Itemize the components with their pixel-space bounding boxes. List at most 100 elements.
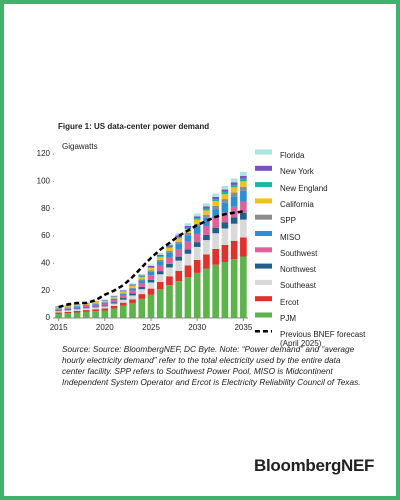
bar-segment: [193, 259, 201, 273]
bar-segment: [166, 285, 173, 318]
bar-segment: [138, 279, 146, 281]
bar-segment: [83, 305, 90, 306]
bar-segment: [166, 276, 173, 286]
bar-segment: [101, 299, 109, 300]
bar-segment: [92, 300, 99, 302]
legend-label: SPP: [280, 216, 297, 226]
bar-segment: [184, 265, 192, 277]
bar-segment: [221, 191, 229, 195]
bar-segment: [221, 261, 229, 318]
bar-segment: [110, 298, 118, 299]
bar-segment: [212, 209, 219, 219]
bar-segment: [203, 234, 210, 241]
bar-segment: [175, 260, 183, 271]
bar-segment: [193, 218, 201, 220]
bar-segment: [83, 310, 90, 312]
bar-segment: [193, 272, 201, 318]
bar-segment: [101, 300, 109, 303]
bar-segment: [101, 305, 109, 307]
y-axis-label: Gigawatts: [62, 142, 98, 151]
bar-segment: [240, 171, 247, 176]
legend-swatch: [255, 231, 272, 236]
legend-label: Florida: [280, 151, 305, 160]
bar-segment: [138, 286, 146, 290]
bar-segment: [92, 307, 99, 310]
bar-segment: [166, 257, 173, 264]
bar-segment: [110, 303, 118, 306]
bar-segment: [73, 306, 81, 309]
bar-segment: [193, 242, 201, 247]
bar-segment: [166, 267, 173, 277]
bar-segment: [92, 306, 99, 308]
bar-segment: [230, 196, 238, 207]
bar-segment: [212, 199, 219, 202]
bar-segment: [175, 233, 183, 236]
bar-segment: [240, 256, 247, 318]
bar-segment: [166, 246, 173, 248]
bar-segment: [156, 271, 164, 275]
bar-segment: [240, 219, 247, 238]
bar-segment: [175, 270, 183, 282]
bar-segment: [230, 240, 238, 260]
bar-segment: [101, 310, 109, 318]
bar-segment: [240, 237, 247, 257]
x-tick-label: 2035: [234, 323, 252, 332]
bar-segment: [184, 241, 192, 250]
bar-segment: [212, 193, 219, 197]
bar-segment: [55, 307, 62, 309]
y-tick-label: 100: [37, 176, 51, 185]
bar-segment: [119, 305, 127, 318]
bar-segment: [166, 250, 173, 253]
bar-segment: [193, 233, 201, 243]
legend-swatch: [255, 165, 272, 171]
bar-segment: [203, 206, 210, 209]
bar-segment: [138, 294, 146, 299]
bar-segment: [110, 300, 118, 303]
bar-segment: [73, 304, 81, 306]
bar-segment: [166, 247, 173, 251]
bar-segment: [203, 214, 210, 218]
bar-segment: [138, 283, 146, 287]
bar-segment: [138, 289, 146, 295]
legend-label: Previous BNEF forecast (April 2025): [280, 330, 366, 349]
bar-segment: [110, 298, 118, 301]
bar-segment: [156, 289, 164, 318]
legend-swatch: [255, 296, 272, 302]
bar-segment: [203, 240, 210, 255]
bar-segment: [147, 264, 155, 266]
bar-segment: [156, 254, 164, 257]
bar-segment: [166, 263, 173, 268]
bar-segment: [184, 232, 192, 236]
bar-segment: [129, 283, 136, 285]
bar-segment: [230, 192, 238, 197]
bar-segment: [175, 249, 183, 257]
bar-segment: [119, 299, 127, 303]
bar-segment: [230, 259, 238, 318]
logo: BloombergNEF: [254, 456, 375, 475]
bar-segment: [83, 308, 90, 311]
bar-segment: [138, 276, 146, 278]
bar-segment: [147, 294, 155, 318]
legend-label: New England: [280, 183, 328, 193]
bar-segment: [92, 301, 99, 304]
bar-segment: [64, 306, 72, 308]
x-tick-label: 2025: [142, 323, 160, 332]
y-tick-label: 120: [37, 149, 51, 158]
bar-segment: [147, 288, 155, 295]
bar-segment: [110, 308, 118, 318]
bar-segment: [221, 185, 229, 190]
bar-segment: [129, 284, 136, 286]
bar-segment: [175, 241, 183, 244]
legend-label: Northwest: [280, 265, 317, 275]
bar-segment: [129, 295, 136, 300]
legend-swatch: [255, 149, 272, 155]
bar-segment: [212, 233, 219, 249]
y-tick-label: 60: [41, 231, 50, 240]
bar-segment: [156, 253, 164, 255]
bar-segment: [147, 275, 155, 280]
bar-segment: [119, 289, 127, 291]
bar-segment: [156, 274, 164, 282]
bar-segment: [147, 282, 155, 289]
bar-segment: [101, 308, 109, 311]
